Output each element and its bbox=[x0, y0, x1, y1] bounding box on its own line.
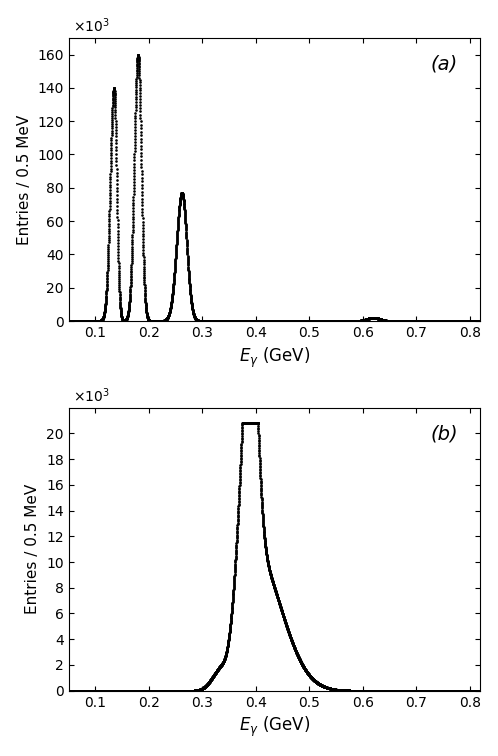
X-axis label: $E_\gamma$ (GeV): $E_\gamma$ (GeV) bbox=[239, 345, 310, 370]
X-axis label: $E_\gamma$ (GeV): $E_\gamma$ (GeV) bbox=[239, 715, 310, 739]
Text: $\times10^{3}$: $\times10^{3}$ bbox=[73, 386, 110, 404]
Y-axis label: Entries / 0.5 MeV: Entries / 0.5 MeV bbox=[16, 114, 32, 245]
Text: (b): (b) bbox=[431, 425, 459, 444]
Y-axis label: Entries / 0.5 MeV: Entries / 0.5 MeV bbox=[25, 484, 40, 615]
Text: (a): (a) bbox=[431, 55, 458, 74]
Text: $\times10^{3}$: $\times10^{3}$ bbox=[73, 17, 110, 35]
